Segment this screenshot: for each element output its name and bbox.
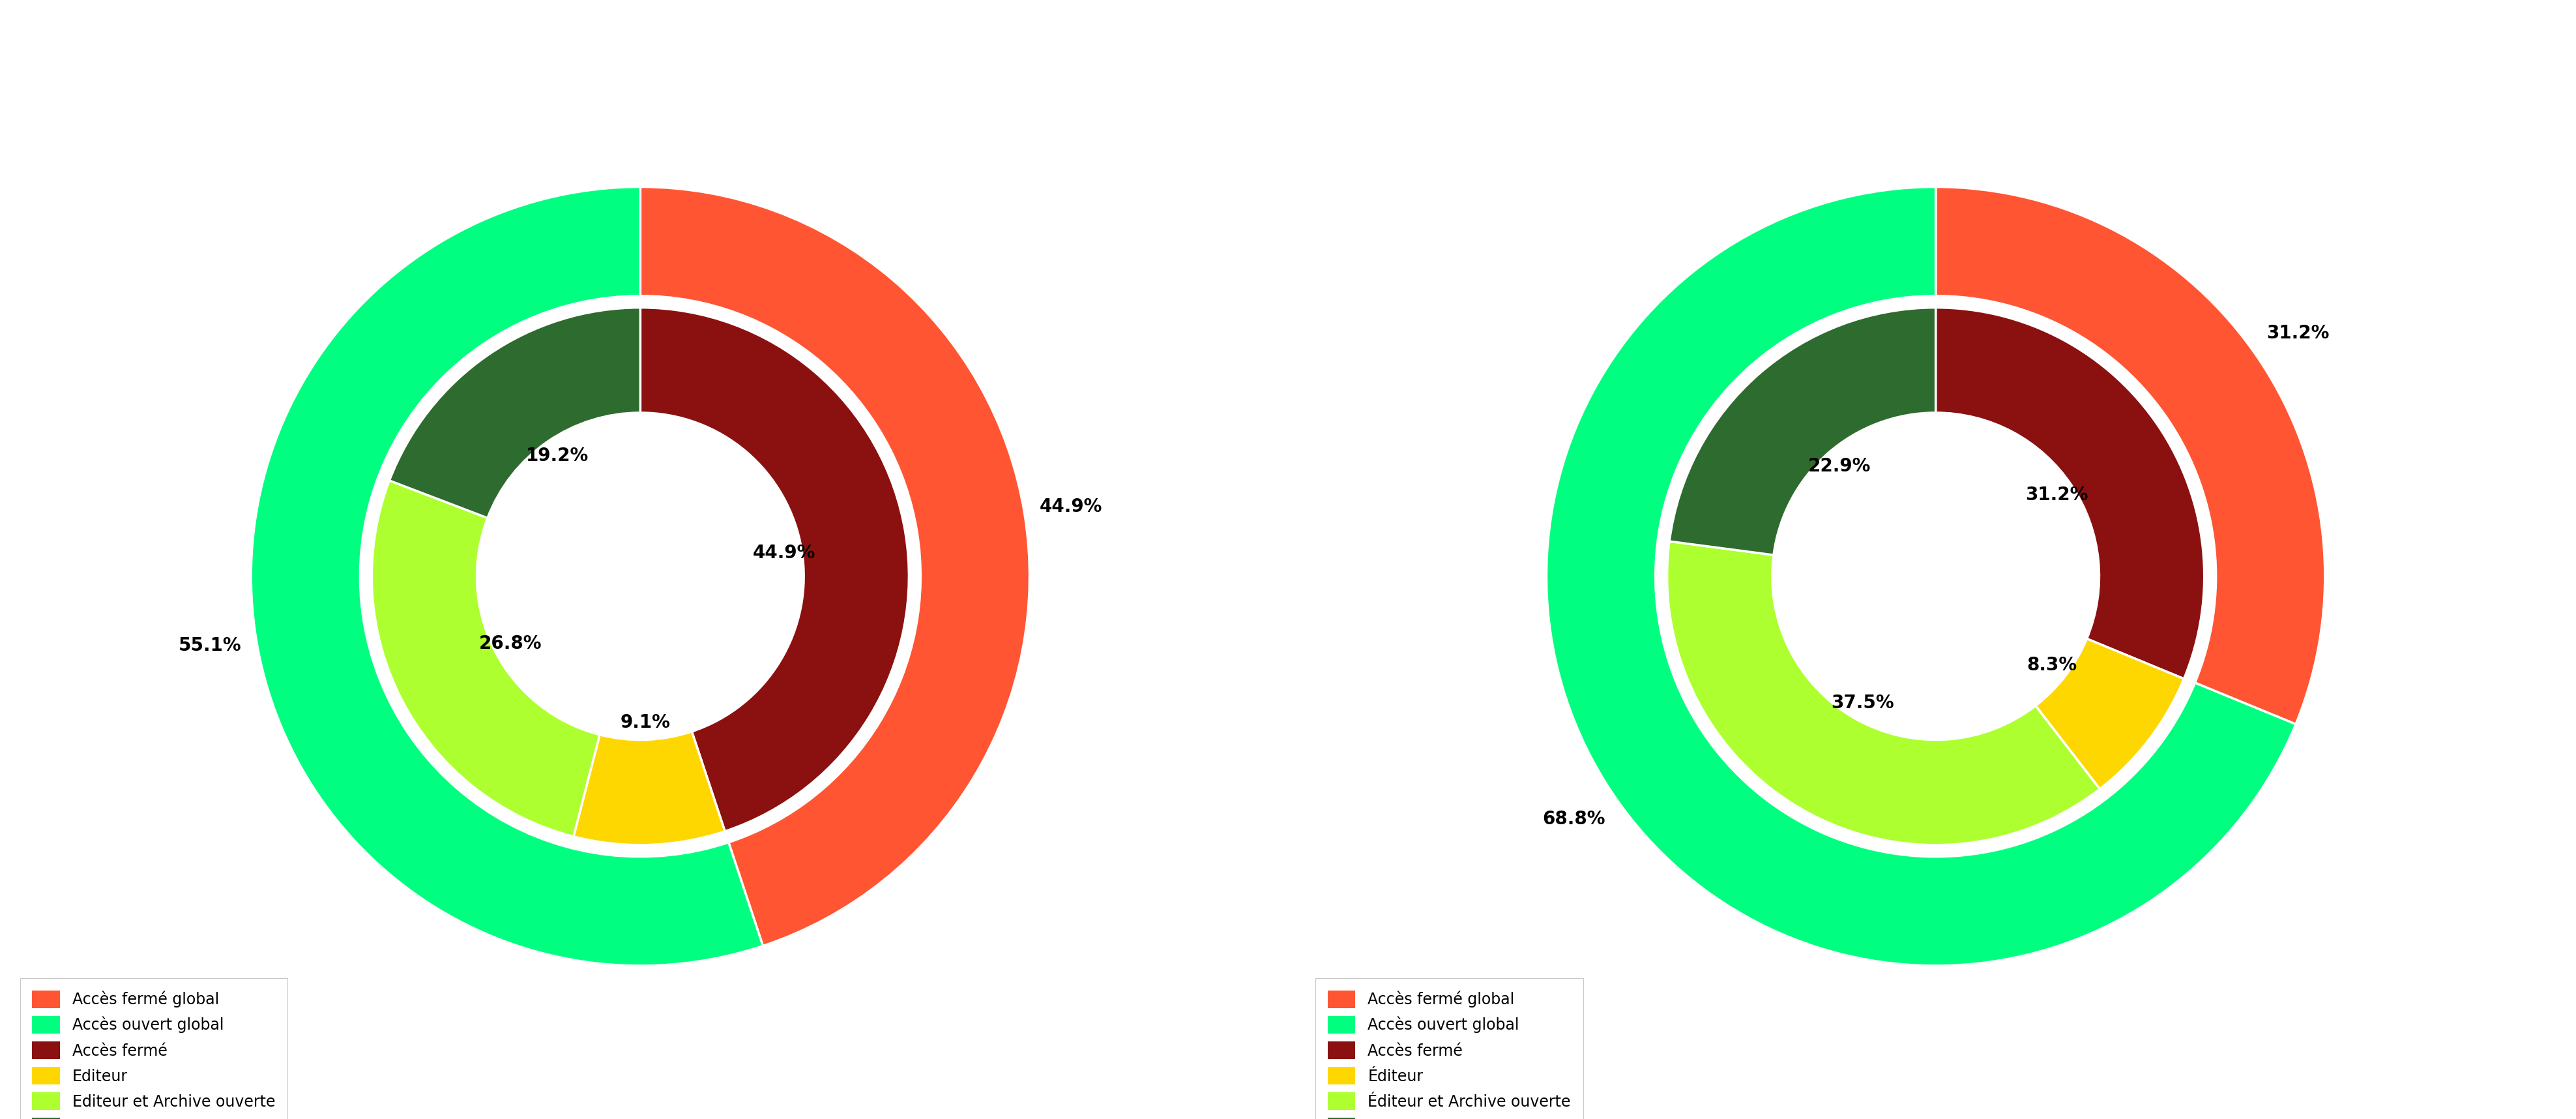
Wedge shape bbox=[371, 480, 600, 837]
Wedge shape bbox=[250, 187, 762, 966]
Wedge shape bbox=[389, 308, 641, 518]
Text: 22.9%: 22.9% bbox=[1808, 458, 1870, 476]
Text: 19.2%: 19.2% bbox=[526, 446, 590, 466]
Wedge shape bbox=[641, 187, 1030, 946]
Text: 44.9%: 44.9% bbox=[1038, 498, 1103, 516]
Text: 44.9%: 44.9% bbox=[752, 544, 817, 562]
Wedge shape bbox=[1935, 187, 2326, 724]
Text: 37.5%: 37.5% bbox=[1832, 694, 1893, 712]
Wedge shape bbox=[641, 308, 909, 831]
Legend: Accès fermé global, Accès ouvert global, Accès fermé, Editeur, Editeur et Archiv: Accès fermé global, Accès ouvert global,… bbox=[21, 978, 289, 1119]
Text: 55.1%: 55.1% bbox=[178, 637, 242, 655]
Wedge shape bbox=[574, 732, 724, 845]
Text: 26.8%: 26.8% bbox=[479, 634, 541, 652]
Text: 68.8%: 68.8% bbox=[1543, 810, 1605, 828]
Wedge shape bbox=[1935, 308, 2205, 679]
Wedge shape bbox=[2035, 639, 2184, 789]
Text: 31.2%: 31.2% bbox=[2267, 325, 2329, 342]
Wedge shape bbox=[1667, 542, 2099, 845]
Text: 9.1%: 9.1% bbox=[621, 713, 670, 732]
Legend: Accès fermé global, Accès ouvert global, Accès fermé, Éditeur, Éditeur et Archiv: Accès fermé global, Accès ouvert global,… bbox=[1316, 978, 1584, 1119]
Wedge shape bbox=[1669, 308, 1935, 555]
Wedge shape bbox=[1546, 187, 2295, 966]
Text: 8.3%: 8.3% bbox=[2027, 656, 2076, 674]
Text: 31.2%: 31.2% bbox=[2025, 486, 2089, 505]
